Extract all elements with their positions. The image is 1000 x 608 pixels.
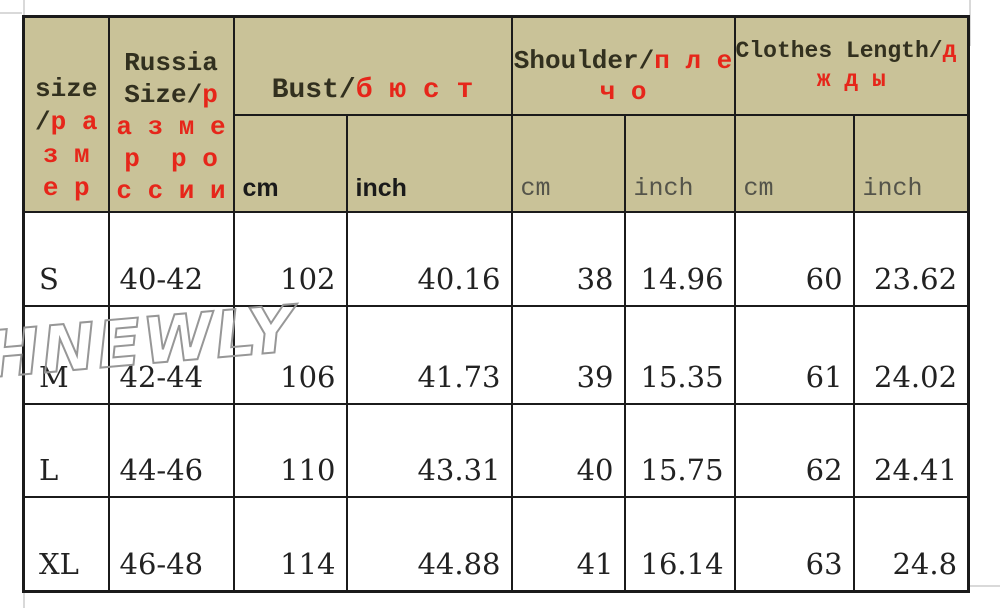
cell-size: M	[22, 304, 110, 405]
cell-shoulder-cm: 38	[510, 210, 626, 307]
cell-shoulder-inch: 14.96	[623, 210, 736, 307]
cell-clothes-inch: 23.62	[852, 210, 970, 307]
cell-russia-size: 42-44	[107, 304, 235, 405]
table-row: M 42-44 106 41.73 39 15.35 61 24.02	[22, 304, 970, 405]
cell-bust-cm: 114	[232, 495, 348, 593]
cell-bust-cm: 110	[232, 402, 348, 498]
header-russia-label-en: Russia Size/	[124, 47, 218, 110]
cell-russia-size: 44-46	[107, 402, 235, 498]
unit-shoulder-cm: cm	[510, 113, 626, 213]
cell-shoulder-cm: 41	[510, 495, 626, 593]
header-clothes-label-en: Clothes Length/	[735, 37, 943, 64]
header-clothes-length: Clothes Length/д л и н а о д е ж д ы	[733, 15, 970, 116]
cell-size: XL	[22, 495, 110, 593]
unit-clothes-inch: inch	[852, 113, 970, 213]
header-shoulder-label-ru: п л е ч о	[599, 45, 733, 107]
table-row: XL 46-48 114 44.88 41 16.14 63 24.8	[22, 495, 970, 593]
cell-shoulder-inch: 15.75	[623, 402, 736, 498]
cell-shoulder-cm: 40	[510, 402, 626, 498]
table-row: S 40-42 102 40.16 38 14.96 60 23.62	[22, 210, 970, 307]
header-size: size /р а з м е р	[22, 15, 110, 213]
cell-clothes-inch: 24.41	[852, 402, 970, 498]
cell-size: L	[22, 402, 110, 498]
header-size-label-en: size /	[35, 73, 98, 137]
unit-bust-inch: inch	[345, 113, 513, 213]
cell-bust-inch: 43.31	[345, 402, 513, 498]
spreadsheet-gridline	[0, 12, 22, 14]
cell-bust-inch: 40.16	[345, 210, 513, 307]
cell-bust-inch: 41.73	[345, 304, 513, 405]
header-shoulder: Shoulder/п л е ч о	[510, 15, 736, 116]
cell-shoulder-inch: 16.14	[623, 495, 736, 593]
cell-shoulder-cm: 39	[510, 304, 626, 405]
cell-clothes-cm: 61	[733, 304, 855, 405]
spreadsheet-gridline	[967, 585, 1000, 587]
cell-clothes-cm: 62	[733, 402, 855, 498]
header-clothes-label-ru: д л и н а о д е ж д ы	[816, 37, 957, 93]
header-bust: Bust/б ю с т	[232, 15, 513, 116]
cell-clothes-inch: 24.02	[852, 304, 970, 405]
header-shoulder-label-en: Shoulder/	[513, 45, 655, 76]
header-size-label-ru: р а з м е р	[42, 106, 98, 203]
cell-bust-cm: 106	[232, 304, 348, 405]
cell-shoulder-inch: 15.35	[623, 304, 736, 405]
header-bust-label-ru: б ю с т	[355, 74, 474, 106]
cell-russia-size: 40-42	[107, 210, 235, 307]
unit-bust-cm: cm	[232, 113, 348, 213]
header-bust-label-en: Bust/	[271, 74, 356, 106]
unit-shoulder-inch: inch	[623, 113, 736, 213]
cell-russia-size: 46-48	[107, 495, 235, 593]
header-russia-size: Russia Size/р а з м е р р о с с и и	[107, 15, 235, 213]
cell-size: S	[22, 210, 110, 307]
cell-clothes-cm: 60	[733, 210, 855, 307]
cell-clothes-inch: 24.8	[852, 495, 970, 593]
spreadsheet-gridline	[23, 590, 25, 608]
unit-clothes-cm: cm	[733, 113, 855, 213]
table-row: L 44-46 110 43.31 40 15.75 62 24.41	[22, 402, 970, 498]
cell-bust-inch: 44.88	[345, 495, 513, 593]
cell-bust-cm: 102	[232, 210, 348, 307]
spreadsheet-gridline	[23, 0, 25, 15]
cell-clothes-cm: 63	[733, 495, 855, 593]
header-russia-label-ru: р а з м е р р о с с и и	[116, 79, 226, 206]
size-chart-table: size /р а з м е р Russia Size/р а з м е …	[22, 15, 971, 593]
